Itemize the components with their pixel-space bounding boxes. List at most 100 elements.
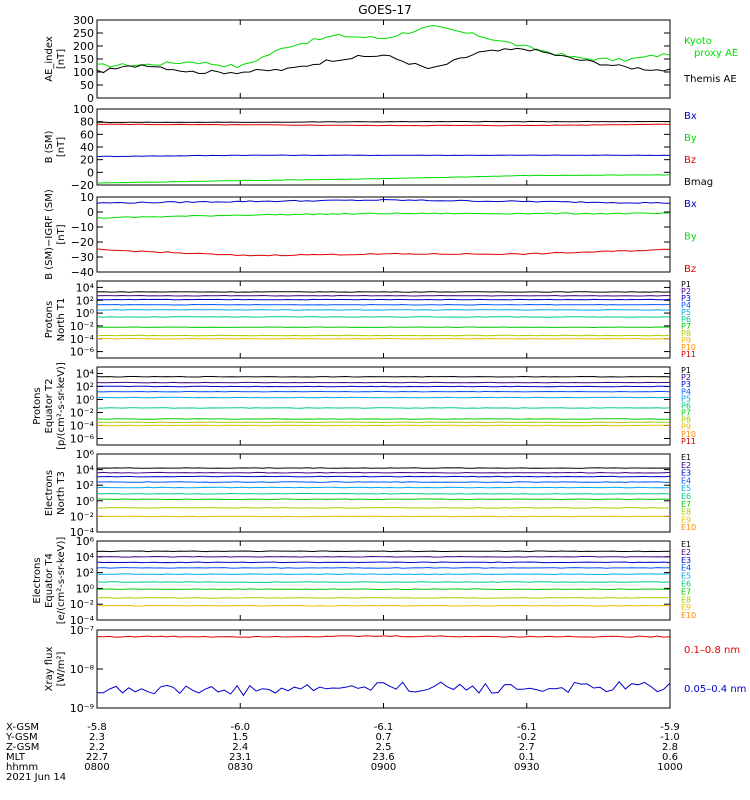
- time-axis-value-hhmm: 0930: [514, 762, 539, 773]
- legend-label: P10: [681, 430, 696, 439]
- series-line-bz: [96, 123, 671, 127]
- time-axis-value-xgsm: -6.0: [230, 722, 250, 733]
- series-line-p5: [96, 396, 671, 399]
- legend-label: E4: [681, 476, 691, 485]
- time-axis-row-label: X-GSM: [6, 722, 39, 733]
- legend-label: E8: [681, 595, 691, 604]
- series-line-bx: [96, 154, 671, 158]
- y-axis-label: AE_index: [44, 36, 55, 82]
- legend-label: E5: [681, 484, 691, 493]
- y-axis-label: Electrons: [44, 470, 55, 516]
- legend-label: E2: [681, 548, 691, 557]
- time-axis-value-ygsm: 2.3: [89, 732, 105, 743]
- panel-xray: 10⁻⁷ 10⁻⁸ 10⁻⁹ Xray flux [W/m²] 0.1–0.8 nm 0.0…: [44, 624, 746, 715]
- legend-label: P3: [681, 294, 691, 303]
- series-line-bx: [96, 198, 671, 204]
- series-line-e2: [96, 471, 671, 474]
- panel-frame: [96, 280, 671, 359]
- series-line-e8: [96, 506, 670, 509]
- time-axis-value-ygsm: 1.5: [232, 732, 248, 743]
- time-axis-row-label: MLT: [6, 752, 26, 763]
- legend-label: E7: [681, 587, 691, 596]
- series-line-p9: [97, 424, 670, 427]
- time-axis-value-xgsm: -6.1: [517, 722, 537, 733]
- legend-label: P6: [681, 315, 691, 324]
- y-tick-label: 10⁻⁴: [70, 526, 95, 539]
- legend-label: P6: [681, 401, 691, 410]
- series-line-e1: [96, 467, 671, 469]
- series-line-by: [96, 174, 671, 184]
- y-tick-label: 10²: [76, 381, 94, 394]
- y-tick-label: 10⁰: [76, 307, 95, 320]
- series-line-e5: [96, 486, 671, 489]
- series-line-p2: [96, 294, 670, 297]
- time-axis-row-label: 2021 Jun 14: [6, 772, 66, 783]
- y-tick-label: 10⁻²: [70, 407, 94, 420]
- legend-label: E10: [681, 523, 696, 532]
- y-tick-label: 10²: [76, 567, 94, 580]
- y-axis-label: Electrons: [32, 557, 43, 603]
- y-tick-label: 10⁻²: [70, 510, 94, 523]
- y-tick-label: 0: [87, 92, 94, 105]
- legend-label: proxy AE: [694, 48, 738, 59]
- time-axis-value-mlt: 23.1: [229, 752, 251, 763]
- legend-label: P9: [681, 423, 691, 432]
- time-axis-value-hhmm: 0800: [84, 762, 109, 773]
- legend-label: P7: [681, 322, 691, 331]
- time-axis-row-label: Y-GSM: [5, 732, 38, 743]
- y-tick-label: 100: [73, 66, 94, 79]
- legend-label: Bx: [684, 111, 697, 122]
- legend-label: P1: [681, 280, 691, 289]
- series-line-e9: [96, 515, 671, 518]
- legend-label: P9: [681, 336, 691, 345]
- legend-label: P5: [681, 394, 691, 403]
- time-axis-value-mlt: 22.7: [86, 752, 108, 763]
- y-tick-label: 200: [73, 40, 94, 53]
- y-tick-label: 0: [87, 206, 94, 219]
- y-axis-label: Equator T2: [44, 379, 55, 434]
- legend-label: E6: [681, 580, 691, 589]
- legend-label: P2: [681, 373, 691, 382]
- time-axis-value-zgsm: 2.8: [662, 742, 678, 753]
- legend-label: P2: [681, 287, 691, 296]
- y-axis-label: B (SM)−IGRF (SM): [44, 189, 55, 280]
- legend-label: Themis AE: [683, 74, 737, 85]
- y-tick-label: 10⁻⁴: [70, 614, 95, 627]
- series-line-themis-ae: [96, 47, 671, 75]
- panel-ee: 10⁶ 10⁴ 10² 10⁰ 10⁻² 10⁻⁴ Electrons Equator T4[…: [32, 535, 696, 627]
- y-tick-label: 10⁻⁸: [70, 663, 95, 676]
- panel-frame: [96, 19, 671, 99]
- panel-frame: [96, 366, 671, 446]
- time-axis-value-ygsm: 0.7: [376, 732, 392, 743]
- series-line-p9: [96, 337, 671, 340]
- legend-label: P10: [681, 343, 696, 352]
- y-axis-label: [p/(cm²-s-sr-keV)]: [56, 362, 67, 450]
- legend-label: Kyoto: [684, 36, 712, 47]
- y-axis-label: [e/(cm²-s-sr-keV)]: [56, 537, 67, 625]
- legend-label: By: [684, 232, 697, 243]
- y-tick-label: 300: [73, 14, 94, 27]
- y-tick-label: 10⁴: [76, 368, 95, 381]
- series-line-p8: [96, 334, 671, 337]
- series-line-kyoto-proxy-ae: [96, 25, 671, 69]
- y-tick-label: 20: [80, 154, 94, 167]
- time-axis-value-hhmm: 0830: [228, 762, 253, 773]
- legend-label: P11: [681, 350, 696, 359]
- time-axis-value-xgsm: -5.9: [660, 722, 680, 733]
- y-tick-label: 0: [87, 166, 94, 179]
- series-line-e3: [96, 561, 671, 564]
- series-line-e1: [96, 550, 671, 553]
- series-line-p3: [97, 385, 671, 388]
- y-tick-label: 10⁻⁹: [70, 702, 94, 715]
- figure-title: GOES-17: [358, 3, 412, 17]
- time-axis-value-mlt: 0.1: [519, 752, 535, 763]
- series-line-e3: [96, 475, 671, 478]
- series-line-e4: [96, 566, 671, 569]
- series-line-p4: [96, 303, 671, 306]
- legend-label: Bmag: [684, 177, 713, 188]
- time-axis-value-hhmm: 0900: [371, 762, 396, 773]
- time-axis-value-zgsm: 2.4: [232, 742, 248, 753]
- series-line-0-05-0-4-nm: [97, 681, 671, 697]
- legend-label: P3: [681, 380, 691, 389]
